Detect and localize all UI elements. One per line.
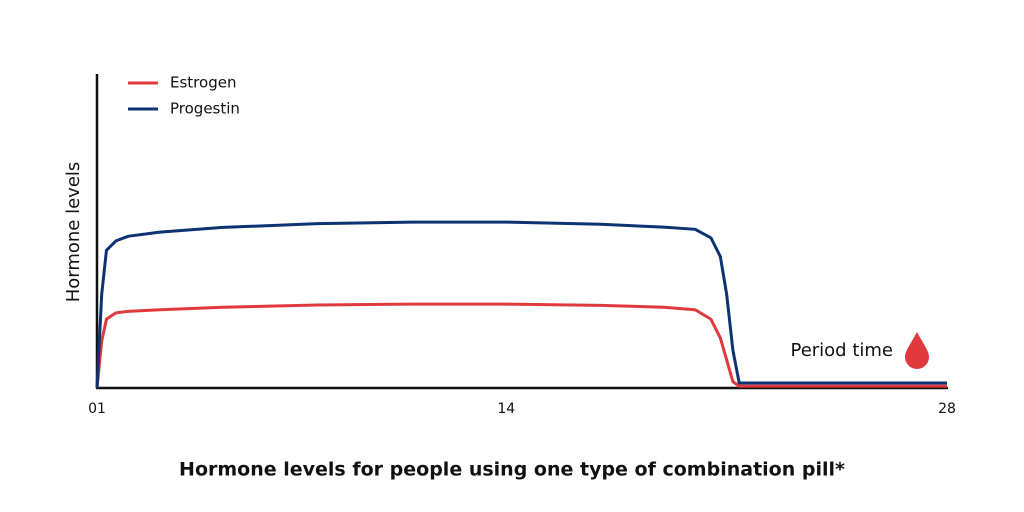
series-line xyxy=(95,220,947,389)
annotation: Period time xyxy=(790,340,893,361)
series-line xyxy=(95,302,947,389)
x-tick-label: 14 xyxy=(497,401,515,417)
x-tick-label: 01 xyxy=(88,401,106,417)
x-tick-label: 28 xyxy=(938,401,956,417)
chart-title: Hormone levels for people using one type… xyxy=(179,459,845,481)
y-axis-label: Hormone levels xyxy=(63,162,84,303)
legend-label: Estrogen xyxy=(170,74,236,92)
drop-icon xyxy=(905,332,929,369)
legend-label: Progestin xyxy=(170,100,240,118)
